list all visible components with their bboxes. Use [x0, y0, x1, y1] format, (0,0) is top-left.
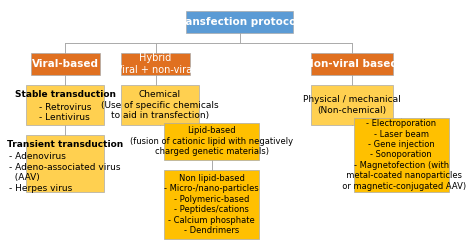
- Text: Transfection protocols: Transfection protocols: [173, 17, 306, 27]
- FancyBboxPatch shape: [121, 85, 199, 125]
- FancyBboxPatch shape: [27, 135, 104, 192]
- FancyBboxPatch shape: [27, 85, 104, 125]
- FancyBboxPatch shape: [310, 53, 392, 75]
- Text: Non lipid-based
- Micro-/nano-particles
- Polymeric-based
- Peptides/cations
- C: Non lipid-based - Micro-/nano-particles …: [164, 174, 259, 235]
- Text: - Retrovirus
- Lentivirus: - Retrovirus - Lentivirus: [39, 102, 91, 122]
- FancyBboxPatch shape: [186, 11, 293, 33]
- FancyBboxPatch shape: [164, 170, 259, 239]
- FancyBboxPatch shape: [121, 53, 190, 75]
- FancyBboxPatch shape: [164, 122, 259, 160]
- Text: Chemical
(Use of specific chemicals
to aid in transfection): Chemical (Use of specific chemicals to a…: [101, 90, 219, 120]
- FancyBboxPatch shape: [354, 118, 448, 192]
- Text: Viral-based: Viral-based: [32, 59, 99, 69]
- Text: Hybrid
(Viral + non-viral): Hybrid (Viral + non-viral): [112, 53, 199, 75]
- FancyBboxPatch shape: [310, 85, 392, 125]
- Text: Non-viral based: Non-viral based: [305, 59, 398, 69]
- Text: Stable transduction: Stable transduction: [15, 90, 116, 99]
- Text: Lipid-based
(fusion of cationic lipid with negatively
charged genetic materials): Lipid-based (fusion of cationic lipid wi…: [130, 126, 293, 156]
- Text: Transient transduction: Transient transduction: [7, 140, 123, 149]
- Text: Physical / mechanical
(Non-chemical): Physical / mechanical (Non-chemical): [303, 96, 401, 115]
- FancyBboxPatch shape: [31, 53, 100, 75]
- Text: - Electroporation
- Laser beam
- Gene injection
- Sonoporation
- Magnetofection : - Electroporation - Laser beam - Gene in…: [337, 119, 465, 190]
- Text: - Adenovirus
- Adeno-associated virus
  (AAV)
- Herpes virus: - Adenovirus - Adeno-associated virus (A…: [9, 152, 121, 192]
